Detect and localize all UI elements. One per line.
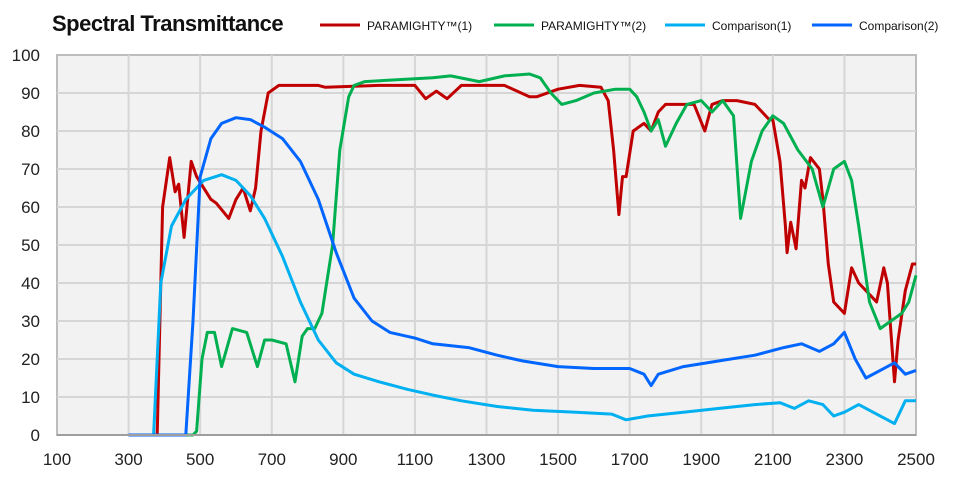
x-axis: 100 300 500 700 900 1100 1300 1500 1700 1900 2100 2…: [43, 450, 935, 469]
y-tick-label: 50: [21, 236, 40, 255]
x-tick-label: 1700: [611, 450, 649, 469]
x-tick-label: 700: [258, 450, 286, 469]
x-tick-label: 2300: [826, 450, 864, 469]
y-tick-label: 80: [21, 122, 40, 141]
x-tick-label: 1900: [682, 450, 720, 469]
x-tick-label: 500: [186, 450, 214, 469]
legend-label: PARAMIGHTY™(2): [541, 19, 646, 33]
y-tick-label: 20: [21, 350, 40, 369]
y-tick-label: 40: [21, 274, 40, 293]
series-lines: [128, 72, 918, 437]
chart-title: Spectral Transmittance: [52, 11, 283, 36]
legend-label: Comparison(2): [859, 19, 938, 33]
x-tick-label: 2100: [754, 450, 792, 469]
legend-label: PARAMIGHTY™(1): [367, 19, 472, 33]
legend: PARAMIGHTY™(1) PARAMIGHTY™(2) Comparison(1…: [320, 19, 938, 33]
y-tick-label: 60: [21, 198, 40, 217]
x-tick-label: 900: [329, 450, 357, 469]
y-tick-label: 100: [12, 46, 40, 65]
x-tick-label: 100: [43, 450, 71, 469]
legend-item-3: Comparison(1): [665, 19, 791, 33]
legend-label: Comparison(1): [712, 19, 791, 33]
x-tick-label: 1300: [468, 450, 506, 469]
x-tick-label: 2500: [897, 450, 935, 469]
y-tick-label: 30: [21, 312, 40, 331]
series-line-4: [128, 116, 917, 437]
legend-item-2: PARAMIGHTY™(2): [494, 19, 646, 33]
x-tick-label: 300: [114, 450, 142, 469]
legend-item-4: Comparison(2): [812, 19, 938, 33]
series-line-2: [128, 72, 918, 437]
y-tick-label: 10: [21, 388, 40, 407]
y-axis: 0 10 20 30 40 50 60 70 80 90 100: [12, 46, 40, 445]
series-line-1: [128, 83, 916, 437]
y-tick-label: 90: [21, 84, 40, 103]
y-tick-label: 0: [31, 426, 40, 445]
x-tick-label: 1100: [397, 450, 434, 469]
legend-item-1: PARAMIGHTY™(1): [320, 19, 472, 33]
series-line-3: [128, 173, 916, 437]
x-tick-label: 1500: [539, 450, 577, 469]
y-tick-label: 70: [21, 160, 40, 179]
